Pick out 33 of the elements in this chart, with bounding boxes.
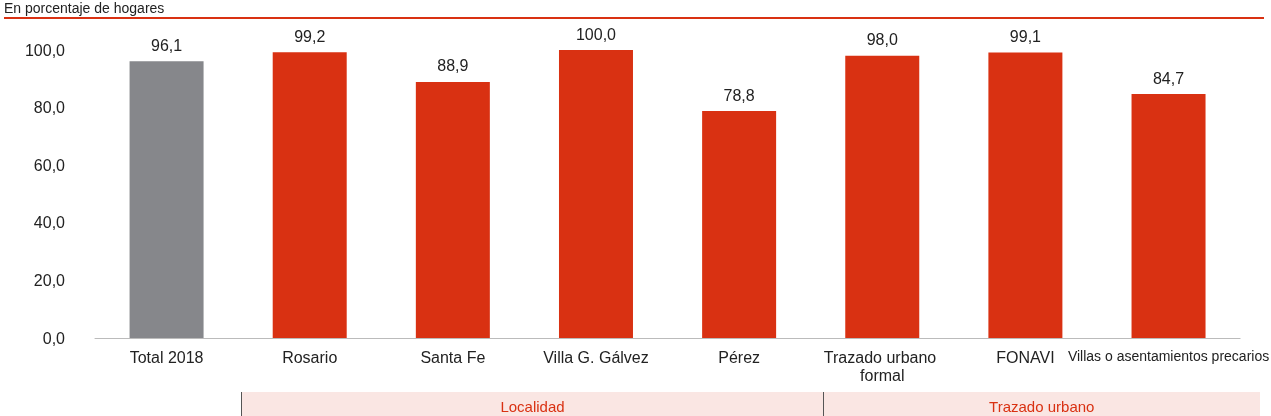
bar xyxy=(415,81,490,338)
bar xyxy=(702,111,777,338)
data-label: 96,1 xyxy=(151,36,183,54)
bar xyxy=(272,52,347,338)
bar xyxy=(129,61,204,338)
y-tick-label: 20,0 xyxy=(33,271,66,289)
data-label: 100,0 xyxy=(575,25,617,43)
data-label: 99,1 xyxy=(1009,28,1042,46)
y-tick-label: 40,0 xyxy=(33,214,66,232)
data-label: 84,7 xyxy=(1152,69,1185,87)
y-tick-label: 80,0 xyxy=(33,99,66,117)
y-tick-label: 0,0 xyxy=(42,329,66,347)
bar xyxy=(845,55,920,338)
data-label: 98,0 xyxy=(866,31,898,49)
x-tick-label: Total 2018 xyxy=(129,348,204,366)
data-label: 88,9 xyxy=(437,57,469,75)
x-tick-label: FONAVI xyxy=(996,348,1055,366)
y-tick-label: 60,0 xyxy=(33,156,66,174)
data-label: 78,8 xyxy=(723,86,755,104)
x-tick-label: Rosario xyxy=(282,348,338,366)
y-tick-label: 100,0 xyxy=(24,41,66,59)
chart-subtitle: En porcentaje de hogares xyxy=(4,0,1264,19)
x-tick-label: Pérez xyxy=(718,348,761,366)
x-tick-label: Santa Fe xyxy=(420,348,486,366)
text: Localidad xyxy=(240,392,824,416)
x-tick-label: Villa G. Gálvez xyxy=(543,348,649,366)
text: Trazado urbano xyxy=(822,392,1260,416)
x-tick-label: Trazado urbano formal xyxy=(823,348,941,384)
x-tick-label: Villas o asentamientos precarios xyxy=(1067,348,1270,364)
bar xyxy=(558,50,633,338)
data-label: 99,2 xyxy=(294,27,326,45)
bar xyxy=(988,52,1063,338)
bar xyxy=(1131,94,1206,338)
